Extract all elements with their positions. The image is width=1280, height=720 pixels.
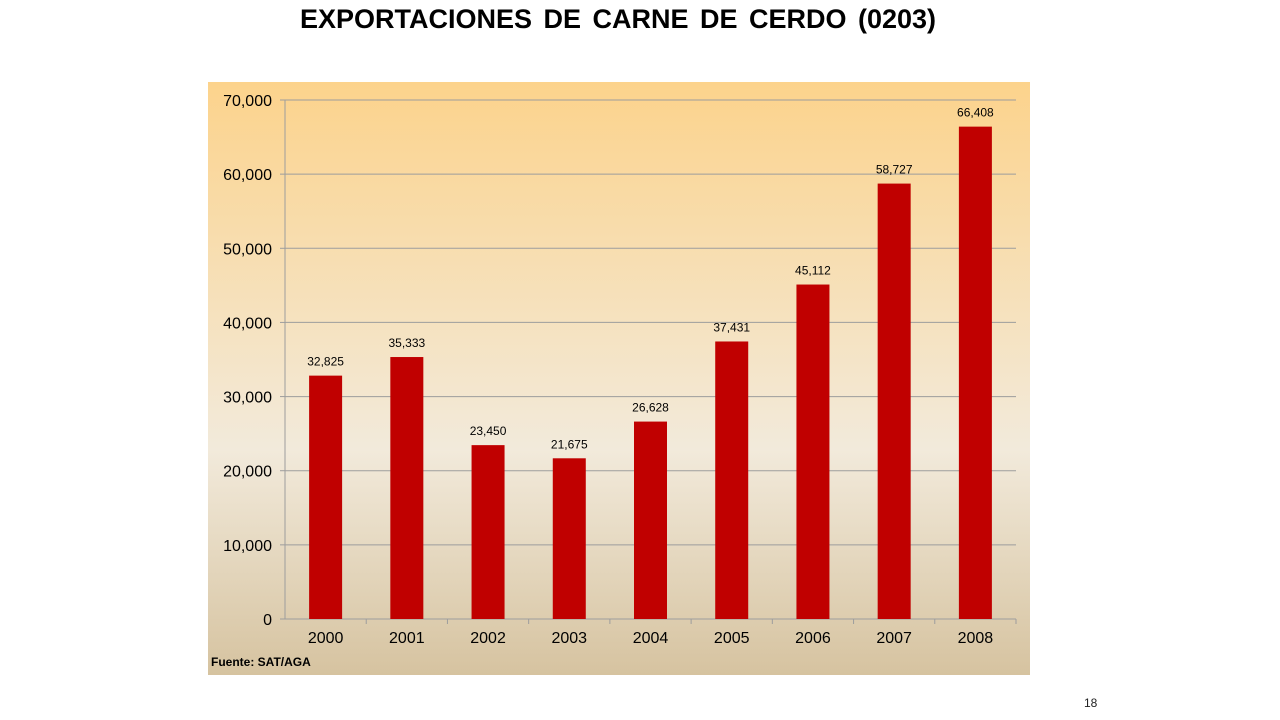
- bar-2001: [390, 357, 424, 619]
- x-tick-label-2000: 2000: [308, 630, 344, 647]
- data-label-2007: 58,727: [876, 163, 913, 177]
- x-tick-label-2006: 2006: [795, 630, 831, 647]
- source-note: Fuente: SAT/AGA: [211, 655, 311, 669]
- bar-2002: [471, 445, 505, 619]
- data-label-2000: 32,825: [307, 355, 344, 369]
- bar-2005: [715, 341, 749, 619]
- x-tick-label-2003: 2003: [551, 630, 587, 647]
- slide-title: EXPORTACIONES DE CARNE DE CERDO (0203): [299, 4, 937, 34]
- y-tick-label: 70,000: [223, 93, 272, 110]
- x-tick-label-2001: 2001: [389, 630, 425, 647]
- data-label-2003: 21,675: [551, 437, 588, 451]
- y-tick-label: 40,000: [223, 315, 272, 332]
- data-label-2004: 26,628: [632, 401, 669, 415]
- data-label-2001: 35,333: [388, 336, 425, 350]
- page-number: 18: [1084, 696, 1098, 710]
- x-tick-label-2004: 2004: [633, 630, 669, 647]
- bar-2008: [958, 126, 992, 619]
- bar-2000: [309, 375, 343, 619]
- y-tick-label: 60,000: [223, 167, 272, 184]
- bar-chart: 32,825 35,333 23,450 21,675 26,628 37,431 45,1…: [208, 82, 1030, 675]
- y-tick-label: 10,000: [223, 538, 272, 555]
- y-tick-label: 0: [263, 612, 272, 629]
- data-labels: 32,825 35,333 23,450 21,675 26,628 37,431 45,1…: [307, 106, 994, 452]
- y-tick-label: 20,000: [223, 464, 272, 481]
- bar-2003: [552, 458, 586, 619]
- bars: [309, 126, 992, 619]
- bar-2004: [634, 421, 667, 619]
- data-label-2005: 37,431: [713, 320, 750, 334]
- x-tick-label-2002: 2002: [470, 630, 506, 647]
- data-label-2006: 45,112: [795, 264, 831, 278]
- data-label-2002: 23,450: [470, 424, 507, 438]
- y-tick-label: 50,000: [223, 241, 272, 258]
- bar-2006: [796, 284, 830, 619]
- x-tick-label-2008: 2008: [958, 630, 994, 647]
- x-tick-label-2007: 2007: [876, 630, 912, 647]
- x-tick-label-2005: 2005: [714, 630, 750, 647]
- data-label-2008: 66,408: [957, 106, 994, 120]
- y-tick-label: 30,000: [223, 390, 272, 407]
- tick-labels: 0 10,000 20,000 30,000 40,000 50,000 60,000 70,…: [223, 93, 993, 647]
- bar-2007: [877, 183, 911, 619]
- chart-panel: 32,825 35,333 23,450 21,675 26,628 37,431 45,1…: [208, 82, 1030, 675]
